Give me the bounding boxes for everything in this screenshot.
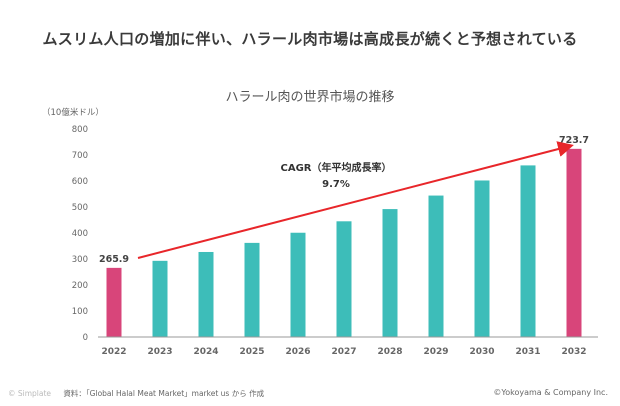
x-tick-label: 2029 <box>423 347 448 357</box>
y-tick-label: 100 <box>72 307 88 317</box>
source-text: 資料：「Global Halal Meat Market」market us か… <box>63 389 265 398</box>
y-axis-unit: （10億米ドル） <box>42 108 104 118</box>
x-tick-label: 2027 <box>331 347 356 357</box>
bar-2032 <box>566 148 582 337</box>
y-tick-label: 200 <box>72 281 88 291</box>
x-tick-label: 2031 <box>515 347 540 357</box>
bar-2025 <box>244 242 260 337</box>
footer-source: © Simplate 資料：「Global Halal Meat Market」… <box>8 388 264 399</box>
bar-chart: 0 100 200 300 400 500 600 700 800 2022 265.9 2023 20… <box>72 125 598 357</box>
x-tick-label: 2032 <box>561 347 586 357</box>
y-tick-label: 700 <box>72 151 88 161</box>
bar-2028 <box>382 209 398 337</box>
y-tick-label: 500 <box>72 203 88 213</box>
bar-2031 <box>520 165 536 337</box>
x-tick-label: 2023 <box>147 347 172 357</box>
y-tick-label: 300 <box>72 255 88 265</box>
x-tick-label: 2024 <box>193 347 218 357</box>
copyright: ©Yokoyama & Company Inc. <box>493 388 608 397</box>
bar-2029 <box>428 195 444 337</box>
y-tick-label: 800 <box>72 125 88 135</box>
x-tick-label: 2026 <box>285 347 310 357</box>
data-label-2022: 265.9 <box>99 254 129 265</box>
y-tick-label: 400 <box>72 229 88 239</box>
cagr-arrow <box>137 141 574 259</box>
x-tick-label: 2030 <box>469 347 494 357</box>
bar-2022 <box>106 267 122 337</box>
bar-2027 <box>336 221 352 337</box>
y-tick-label: 0 <box>83 333 88 343</box>
bar-2023 <box>152 260 168 337</box>
cagr-label: CAGR（年平均成長率） <box>281 161 392 174</box>
x-tick-label: 2028 <box>377 347 402 357</box>
bar-2026 <box>290 232 306 337</box>
y-tick-label: 600 <box>72 177 88 187</box>
chart-title: ハラール肉の世界市場の推移 <box>225 90 395 105</box>
brand-mark: © Simplate <box>8 389 52 398</box>
x-tick-label: 2022 <box>101 347 126 357</box>
data-label-2032: 723.7 <box>559 135 589 146</box>
cagr-value: 9.7% <box>322 179 350 190</box>
bar-2030 <box>474 180 490 337</box>
headline: ムスリム人口の増加に伴い、ハラール肉市場は高成長が続くと予想されている <box>42 30 578 48</box>
bar-2024 <box>198 251 214 337</box>
x-tick-label: 2025 <box>239 347 264 357</box>
